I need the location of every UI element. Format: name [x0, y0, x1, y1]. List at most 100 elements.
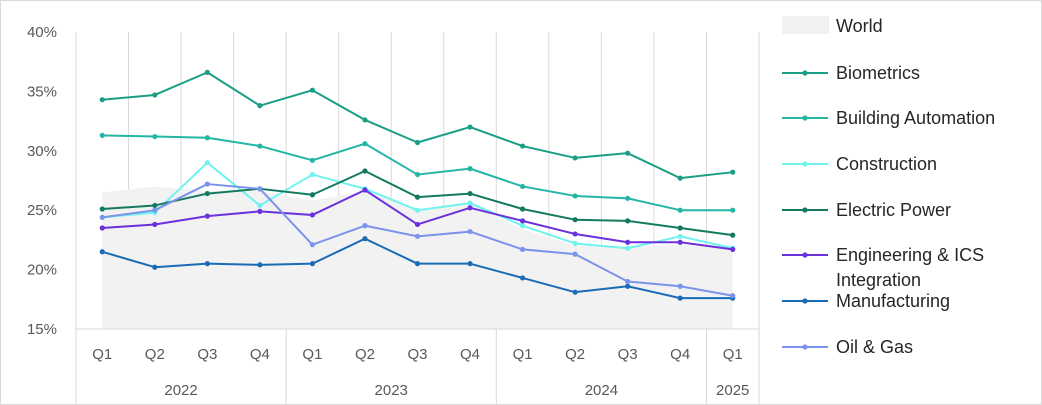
data-point — [467, 200, 473, 206]
data-point — [362, 168, 368, 174]
legend-label: Oil & Gas — [836, 337, 913, 357]
legend-swatch-marker — [802, 298, 808, 304]
data-point — [519, 206, 526, 212]
data-point — [309, 192, 316, 198]
y-tick-label: 20% — [27, 262, 57, 279]
data-point — [257, 186, 263, 192]
data-point — [309, 157, 316, 163]
x-tick-label: Q2 — [355, 346, 375, 363]
data-point — [309, 212, 316, 218]
legend-swatch-marker — [802, 161, 808, 167]
legend-layer: World Biometrics Building Automation Constr… — [782, 16, 995, 357]
data-point — [99, 249, 105, 255]
data-point — [625, 218, 631, 224]
legend-label: Construction — [836, 154, 937, 174]
data-point — [414, 139, 421, 146]
data-point — [677, 175, 683, 181]
y-tick-label: 35% — [27, 83, 57, 100]
series-layer — [99, 69, 736, 301]
data-point — [257, 103, 263, 109]
data-point — [677, 207, 683, 213]
data-point — [730, 293, 736, 299]
y-tick-label: 40% — [27, 24, 57, 41]
data-point — [677, 283, 683, 289]
x-tick-label: Q3 — [197, 346, 217, 363]
data-point — [362, 236, 368, 242]
legend-label: Biometrics — [836, 63, 920, 83]
data-point — [257, 143, 263, 149]
data-point — [625, 278, 631, 285]
x-tick-label: Q3 — [618, 346, 638, 363]
data-point — [204, 181, 210, 187]
data-point — [730, 207, 736, 213]
data-point — [204, 213, 210, 219]
data-point — [204, 135, 210, 141]
year-label: 2022 — [164, 382, 197, 399]
legend-swatch-marker — [802, 252, 808, 258]
data-point — [519, 143, 526, 149]
data-point — [99, 206, 105, 212]
data-point — [467, 228, 473, 235]
data-point — [204, 190, 210, 197]
x-tick-label: Q2 — [145, 346, 165, 363]
data-point — [467, 190, 473, 197]
x-tick-label: Q3 — [407, 346, 427, 363]
data-point — [572, 289, 578, 295]
data-point — [467, 205, 473, 211]
data-point — [467, 166, 473, 172]
data-point — [204, 69, 210, 75]
data-point — [99, 214, 105, 220]
data-point — [572, 231, 578, 237]
data-point — [414, 207, 421, 213]
data-point — [625, 283, 631, 289]
data-point — [572, 240, 578, 247]
data-point — [519, 218, 526, 224]
data-point — [572, 251, 578, 257]
x-tick-label: Q1 — [723, 346, 743, 363]
x-tick-label: Q1 — [513, 346, 533, 363]
data-point — [730, 246, 736, 253]
legend-swatch-marker — [802, 70, 808, 76]
data-point — [309, 261, 316, 267]
data-point — [625, 150, 631, 156]
data-point — [362, 187, 368, 193]
data-point — [152, 264, 158, 270]
legend-label-line: Engineering & ICS — [836, 245, 984, 265]
data-point — [467, 261, 473, 267]
legend-label-world: World — [836, 16, 883, 36]
data-point — [152, 133, 158, 140]
data-point — [257, 202, 263, 209]
legend-swatch-world — [782, 16, 829, 34]
data-point — [677, 225, 683, 231]
data-point — [152, 202, 158, 209]
data-point — [362, 223, 368, 229]
legend-label: Manufacturing — [836, 291, 950, 311]
data-point — [257, 208, 263, 214]
legend-label-line: Integration — [836, 270, 921, 290]
data-point — [625, 245, 631, 251]
axis-layer: 40% 35% 30% 25% 20% 15% Q1 Q2 Q3 Q4 Q1 Q2 Q3 Q4 Q1 Q2 Q3… — [27, 24, 760, 404]
x-tick-label: Q1 — [92, 346, 112, 363]
legend-label: Building Automation — [836, 108, 995, 128]
y-tick-label: 15% — [27, 321, 57, 338]
data-point — [152, 92, 158, 98]
data-point — [519, 275, 526, 281]
data-point — [625, 239, 631, 245]
data-point — [625, 195, 631, 201]
x-tick-label: Q4 — [460, 346, 480, 363]
x-tick-label: Q2 — [565, 346, 585, 363]
y-tick-label: 30% — [27, 143, 57, 160]
legend-swatch-marker — [802, 207, 808, 213]
data-point — [204, 261, 210, 267]
data-point — [99, 97, 105, 103]
data-point — [309, 242, 316, 248]
legend-label: Electric Power — [836, 200, 951, 220]
data-point — [309, 87, 316, 93]
data-point — [730, 169, 736, 175]
data-point — [257, 262, 263, 268]
data-point — [677, 295, 683, 301]
data-point — [99, 132, 105, 138]
data-point — [362, 117, 368, 123]
year-label: 2023 — [375, 382, 408, 399]
